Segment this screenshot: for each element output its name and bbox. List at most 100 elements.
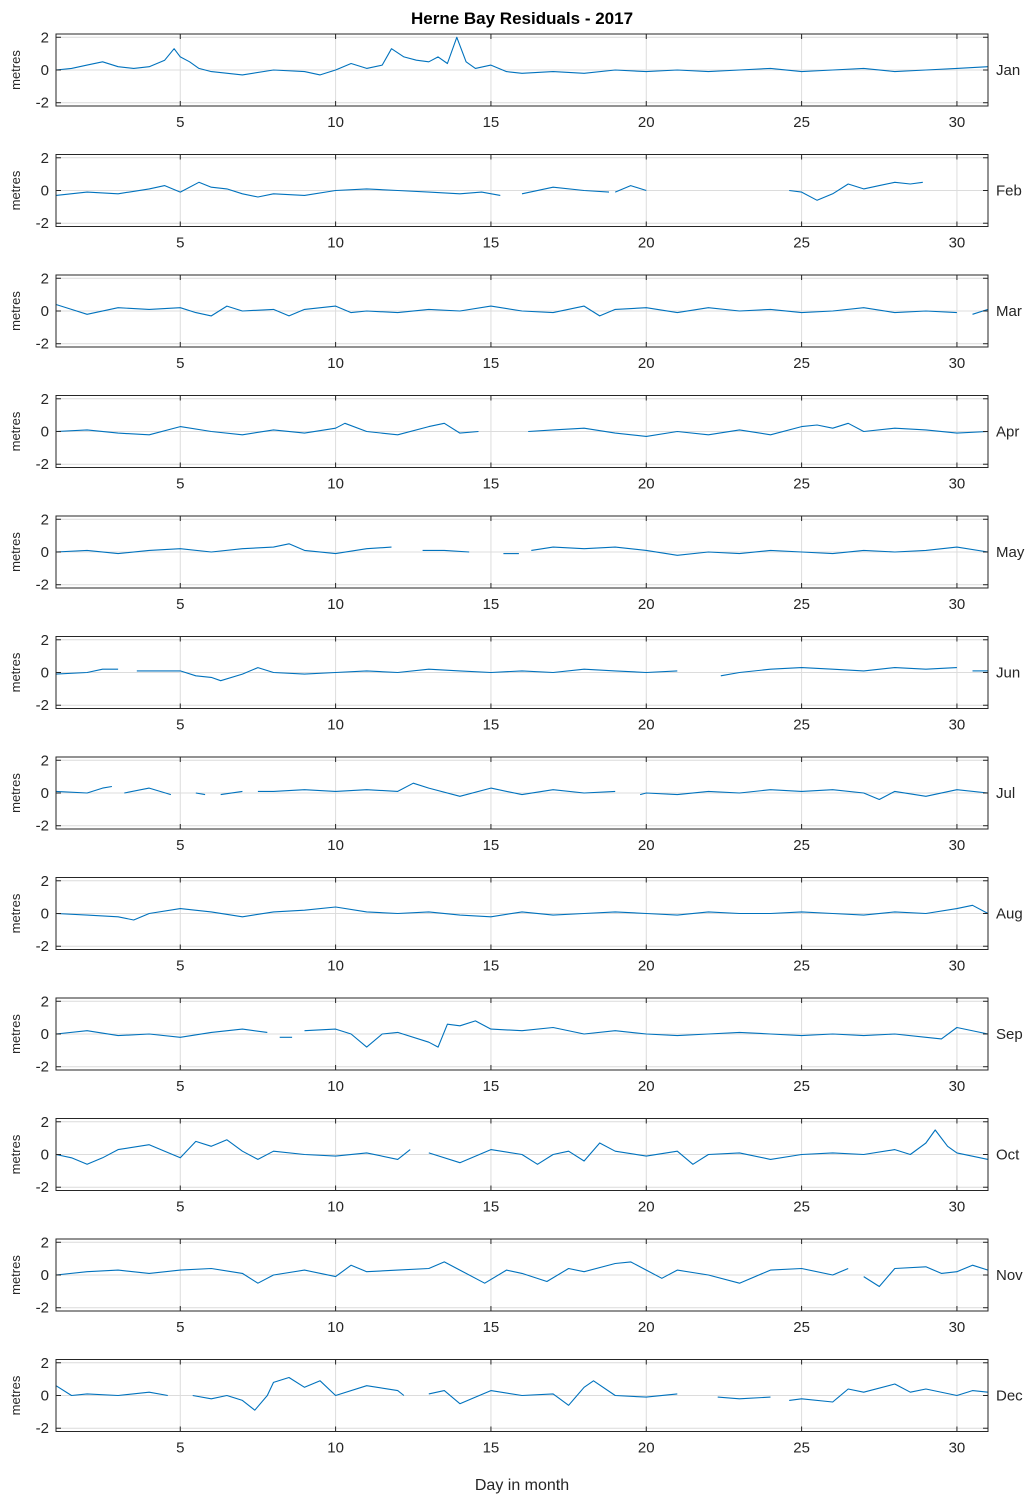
residual-line-segment: [531, 546, 989, 556]
x-tick-label: 20: [638, 355, 655, 372]
x-tick-label: 5: [176, 1440, 184, 1457]
month-label: Jun: [996, 665, 1020, 682]
x-tick-label: 30: [949, 958, 966, 975]
y-axis-label: metres: [8, 1255, 23, 1295]
x-tick-label: 30: [949, 355, 966, 372]
y-tick-label: -2: [36, 818, 49, 835]
residual-line-segment: [220, 790, 243, 796]
y-tick-label: 2: [41, 873, 49, 890]
x-tick-label: 30: [949, 114, 966, 131]
month-label: Mar: [996, 303, 1022, 320]
month-label: May: [996, 544, 1025, 561]
residual-line-segment: [789, 1383, 989, 1403]
x-tick-label: 25: [793, 476, 810, 493]
residual-line-segment: [55, 181, 501, 198]
panel-nov: 5 10 15 20 25 30 -2 0 2 metres Nov: [8, 1234, 1023, 1336]
residual-line-segment: [55, 668, 119, 675]
residual-line-segment: [422, 549, 470, 553]
residual-line-segment: [55, 785, 112, 794]
x-tick-label: 25: [793, 958, 810, 975]
x-tick-label: 5: [176, 1199, 184, 1216]
residual-line-segment: [614, 185, 647, 193]
y-axis-label: metres: [8, 652, 23, 692]
y-tick-label: -2: [36, 697, 49, 714]
month-label: Nov: [996, 1267, 1023, 1284]
y-axis-label: metres: [8, 291, 23, 331]
panel-jul: 5 10 15 20 25 30 -2 0 2 metres Jul: [8, 752, 1015, 854]
y-axis-label: metres: [8, 170, 23, 210]
x-tick-label: 10: [327, 476, 344, 493]
x-tick-label: 15: [483, 837, 500, 854]
y-tick-label: -2: [36, 95, 49, 112]
panel-sep: 5 10 15 20 25 30 -2 0 2 metres Sep: [8, 993, 1023, 1095]
x-tick-label: 20: [638, 717, 655, 734]
residual-line-segment: [428, 1129, 989, 1165]
y-axis-label: metres: [8, 1134, 23, 1174]
x-tick-label: 10: [327, 235, 344, 252]
x-tick-label: 5: [176, 1078, 184, 1095]
y-tick-label: 0: [41, 785, 49, 802]
x-tick-label: 25: [793, 1440, 810, 1457]
panel-jun: 5 10 15 20 25 30 -2 0 2 metres Jun: [8, 632, 1020, 734]
x-tick-label: 10: [327, 355, 344, 372]
x-tick-label: 15: [483, 355, 500, 372]
residual-line-segment: [55, 36, 989, 76]
x-tick-label: 25: [793, 1078, 810, 1095]
x-tick-label: 25: [793, 355, 810, 372]
x-tick-label: 15: [483, 1078, 500, 1095]
x-tick-label: 25: [793, 837, 810, 854]
x-tick-label: 30: [949, 235, 966, 252]
x-tick-label: 25: [793, 717, 810, 734]
panel-oct: 5 10 15 20 25 30 -2 0 2 metres Oct: [8, 1114, 1020, 1216]
y-axis-label: metres: [8, 50, 23, 90]
x-tick-label: 15: [483, 717, 500, 734]
x-tick-label: 10: [327, 114, 344, 131]
y-tick-label: 2: [41, 993, 49, 1010]
x-tick-label: 20: [638, 476, 655, 493]
residual-line-segment: [195, 792, 206, 796]
x-tick-label: 30: [949, 717, 966, 734]
x-tick-label: 20: [638, 235, 655, 252]
panel-mar: 5 10 15 20 25 30 -2 0 2 metres Mar: [8, 270, 1022, 372]
x-tick-label: 20: [638, 1440, 655, 1457]
y-tick-label: 0: [41, 303, 49, 320]
y-tick-label: -2: [36, 336, 49, 353]
panel-apr: 5 10 15 20 25 30 -2 0 2 metres Apr: [8, 391, 1019, 493]
y-tick-label: 2: [41, 150, 49, 167]
y-tick-label: -2: [36, 577, 49, 594]
month-label: Aug: [996, 906, 1023, 923]
x-tick-label: 30: [949, 1078, 966, 1095]
y-axis-label: metres: [8, 773, 23, 813]
y-tick-label: -2: [36, 938, 49, 955]
y-tick-label: 2: [41, 391, 49, 408]
residual-line-segment: [428, 1380, 678, 1406]
residual-line-segment: [717, 1396, 771, 1400]
x-tick-label: 20: [638, 1319, 655, 1336]
y-tick-label: 0: [41, 62, 49, 79]
x-tick-label: 25: [793, 235, 810, 252]
x-tick-label: 5: [176, 355, 184, 372]
x-tick-label: 20: [638, 958, 655, 975]
month-label: Jan: [996, 62, 1020, 79]
x-tick-label: 15: [483, 235, 500, 252]
y-tick-label: -2: [36, 456, 49, 473]
y-tick-label: 2: [41, 511, 49, 528]
y-tick-label: 0: [41, 1388, 49, 1405]
y-tick-label: 0: [41, 424, 49, 441]
y-tick-label: 2: [41, 270, 49, 287]
panel-aug: 5 10 15 20 25 30 -2 0 2 metres Aug: [8, 873, 1023, 975]
chart-title: Herne Bay Residuals - 2017: [411, 9, 633, 28]
x-tick-label: 10: [327, 596, 344, 613]
y-tick-label: 2: [41, 1234, 49, 1251]
x-tick-label: 5: [176, 596, 184, 613]
panel-jan: 5 10 15 20 25 30 -2 0 2 metres Jan: [8, 29, 1020, 131]
x-tick-label: 25: [793, 596, 810, 613]
x-tick-label: 30: [949, 1440, 966, 1457]
y-tick-label: 0: [41, 1267, 49, 1284]
month-label: Sep: [996, 1026, 1023, 1043]
x-tick-label: 10: [327, 717, 344, 734]
x-tick-label: 5: [176, 958, 184, 975]
residual-line-segment: [55, 1385, 168, 1397]
y-axis-label: metres: [8, 1375, 23, 1415]
residual-line-segment: [55, 422, 479, 436]
